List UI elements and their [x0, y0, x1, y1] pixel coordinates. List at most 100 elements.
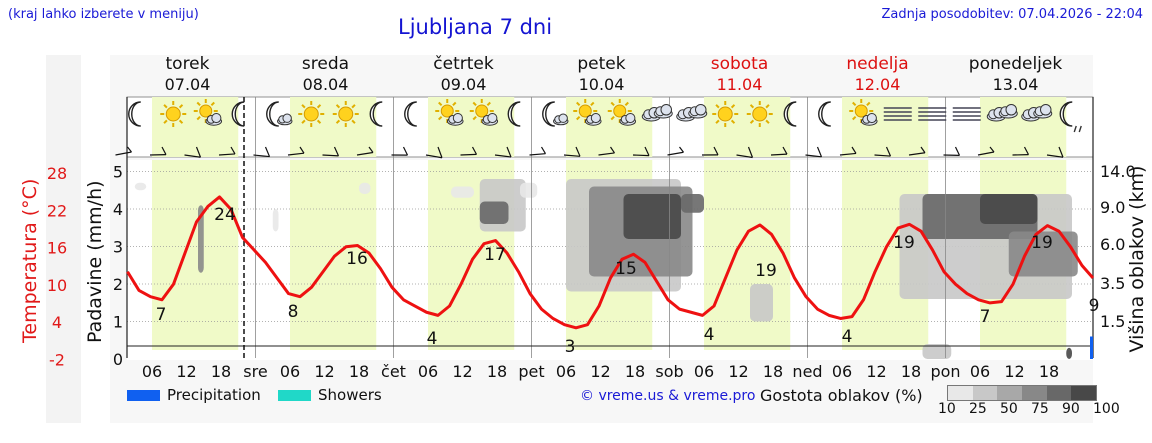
credit-link[interactable]: © vreme.us & vreme.pro — [580, 388, 756, 404]
moon-shape — [128, 101, 141, 127]
sun-ray — [765, 119, 770, 124]
wind-barb — [839, 146, 857, 156]
day-abbr-label: ned — [792, 362, 822, 381]
wind-barb-shaft — [598, 152, 615, 156]
sun-ray — [301, 119, 306, 124]
cloud-density-level-label: 10 — [938, 401, 956, 417]
hour-tick-label: 12 — [590, 362, 610, 381]
sun-ray — [749, 119, 755, 124]
cloud-density-blob — [134, 182, 147, 191]
cloud-height-tick-label: 6.0 — [1100, 235, 1125, 254]
sun-ray — [196, 101, 201, 107]
sun-ray — [316, 104, 322, 109]
wind-barb-shaft — [563, 154, 581, 157]
wind-barb-flag — [161, 146, 167, 155]
hour-tick-label: 18 — [901, 362, 921, 381]
sun-ray — [210, 101, 215, 107]
sun-ray — [335, 119, 341, 124]
sun-ray — [196, 115, 201, 121]
temperature-extreme-label: 19 — [893, 233, 915, 253]
cloud-shape — [558, 113, 568, 123]
temperature-extreme-label: 24 — [214, 205, 236, 225]
sun-ray — [301, 104, 306, 109]
precipitation-legend-label: Precipitation — [167, 386, 261, 404]
moon-icon — [783, 101, 797, 127]
cloud-shape — [866, 113, 877, 124]
moon-shape — [818, 101, 831, 127]
sun-ray — [730, 104, 736, 109]
temperature-extreme-label: 7 — [980, 307, 991, 327]
moon-shape — [507, 101, 521, 127]
cloud-density-blob — [922, 344, 952, 359]
wind-barb-flag — [679, 146, 684, 153]
wind-barb-shaft — [770, 153, 788, 156]
cloud-density-blob — [1066, 347, 1072, 359]
cloud-density-swatch — [997, 386, 1023, 400]
wind-barb-shaft — [874, 154, 891, 157]
wind-barb — [563, 146, 581, 157]
day-name: petek — [577, 54, 625, 74]
wind-barb-flag — [506, 146, 512, 158]
temperature-extreme-label: 15 — [615, 259, 637, 279]
cloud-shape — [590, 113, 601, 124]
wind-barb — [908, 146, 926, 156]
wind-barb-shaft — [253, 154, 270, 158]
cloud-density-legend-title: Gostota oblakov (%) — [760, 386, 923, 405]
wind-barb-flag — [368, 146, 374, 153]
moon-shape — [404, 101, 417, 127]
sun-ray — [624, 101, 629, 107]
wind-barb — [770, 146, 788, 156]
wind-barb-shaft — [184, 154, 201, 158]
cloud-icon — [986, 104, 1018, 122]
sun-ray — [438, 115, 443, 121]
hour-tick-label: 12 — [452, 362, 472, 381]
cloud-density-level-label: 75 — [1031, 401, 1049, 417]
cloud-density-blob — [198, 205, 204, 273]
sun-ray — [610, 115, 615, 121]
cloud-shape — [211, 113, 222, 124]
daytime-band-icons — [980, 97, 1067, 157]
fog-icon — [952, 107, 981, 121]
day-name: sobota — [711, 54, 769, 74]
cloud-density-labels: 10 25 50 75 90 100 — [938, 401, 1120, 419]
cloud-density-blob — [479, 201, 509, 224]
wind-barb-flag — [299, 146, 305, 154]
hour-tick-label: 06 — [418, 362, 438, 381]
cloud-icon — [641, 104, 673, 122]
wind-barb — [356, 146, 374, 156]
temperature-tick-label: 22 — [47, 201, 67, 220]
sun-disc — [165, 106, 181, 122]
hour-tick-label: 18 — [763, 362, 783, 381]
precipitation-legend-swatch — [127, 390, 160, 401]
location-note: (kraj lahko izberete v meniju) — [8, 7, 199, 22]
wind-barb — [529, 146, 547, 156]
wind-barb — [322, 146, 340, 157]
hour-tick-label: 12 — [866, 362, 886, 381]
sun-icon — [298, 101, 325, 127]
hour-tick-label: 06 — [694, 362, 714, 381]
cloud-height-tick-label: 9.0 — [1100, 198, 1125, 217]
cloud-density-blob — [980, 194, 1038, 224]
wind-barb — [598, 146, 615, 156]
wind-barb-flag — [471, 146, 478, 155]
temperature-extreme-label: 16 — [346, 249, 368, 269]
wind-barb-flag — [885, 146, 892, 157]
temperature-extreme-label: 4 — [704, 325, 715, 345]
hour-tick-label: 06 — [556, 362, 576, 381]
cloud-density-level-label: 100 — [1093, 401, 1120, 417]
cloud-density-swatch — [1022, 386, 1047, 400]
temperature-tick-label: 10 — [47, 276, 67, 295]
moon-icon — [818, 101, 831, 127]
wind-barb-flag — [575, 146, 581, 157]
cloud-density-swatch — [1071, 386, 1097, 400]
sun-ray — [335, 104, 341, 109]
day-name: četrtek — [433, 54, 494, 74]
cloud-density-blob — [623, 194, 681, 239]
cloud-density-blob — [272, 209, 279, 232]
hour-tick-label: 12 — [314, 362, 334, 381]
precipitation-tick-label: 3 — [113, 238, 123, 257]
cloud-density-blob — [520, 182, 538, 198]
sun-disc — [303, 106, 319, 122]
wind-barb-flag — [402, 146, 409, 156]
